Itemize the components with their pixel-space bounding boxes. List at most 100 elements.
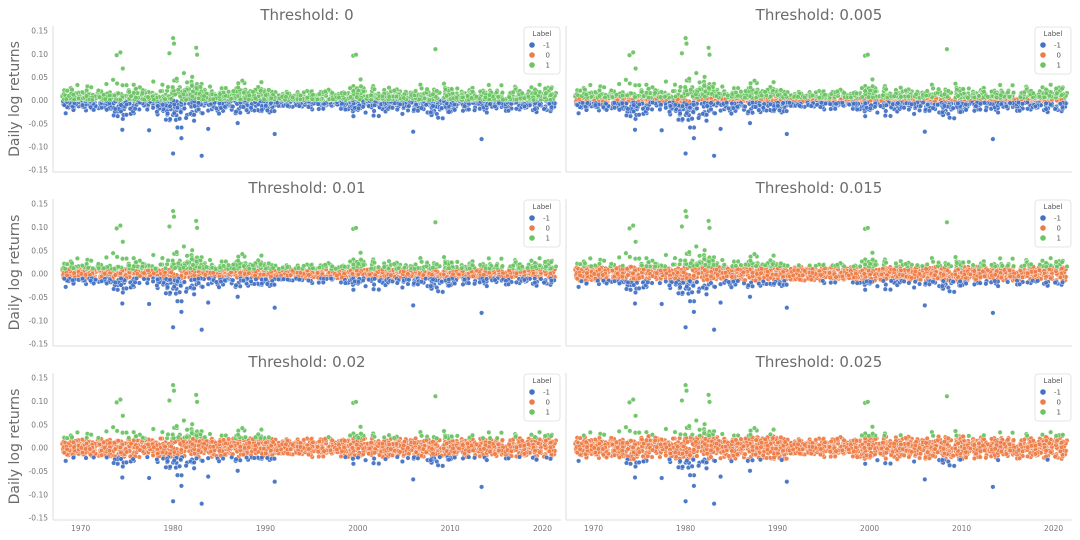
data-point label--1 <box>833 101 839 107</box>
data-point label-1 <box>97 94 103 100</box>
data-point label--1 <box>136 106 142 112</box>
data-point label--1 <box>939 109 945 115</box>
data-point label--1 <box>306 104 312 110</box>
data-point label-1 <box>620 92 626 98</box>
data-point label--1 <box>611 100 617 106</box>
data-point label-1 <box>577 88 583 94</box>
data-point label--1 <box>971 108 977 114</box>
data-point label-1 <box>63 96 69 102</box>
data-point label-1 <box>180 91 186 97</box>
data-point label-1 <box>646 95 652 101</box>
panel-title: Threshold: 0.01 <box>247 179 365 197</box>
data-point label-1 <box>434 88 440 94</box>
data-point label--1 <box>659 127 665 133</box>
data-point label-1 <box>759 92 765 98</box>
data-point label--1 <box>446 109 452 115</box>
data-point label--1 <box>146 127 152 133</box>
data-point label-1 <box>386 94 392 100</box>
data-point label--1 <box>963 101 969 107</box>
data-point label-1 <box>482 95 488 101</box>
data-point label-1 <box>422 95 428 101</box>
data-point label--1 <box>462 103 468 109</box>
data-point label--1 <box>181 105 187 111</box>
data-point label--1 <box>235 120 241 126</box>
data-point label--1 <box>808 103 814 109</box>
data-point label-1 <box>235 84 241 90</box>
data-point label--1 <box>216 100 222 106</box>
data-point label-1 <box>686 76 692 82</box>
data-point label-1 <box>162 96 168 102</box>
data-point label-1 <box>898 94 904 100</box>
data-point label--1 <box>947 115 953 121</box>
data-point label-1 <box>623 77 629 83</box>
data-point label-1 <box>221 89 227 95</box>
data-point label--1 <box>372 102 378 108</box>
data-point label--1 <box>513 106 519 112</box>
data-point label-1 <box>193 45 199 51</box>
data-point label--1 <box>405 107 411 113</box>
data-point label-1 <box>379 93 385 99</box>
data-point label-1 <box>250 89 256 95</box>
data-point label--1 <box>784 131 790 137</box>
data-point label--1 <box>259 107 265 113</box>
legend-marker <box>529 62 535 68</box>
data-point label-1 <box>151 97 157 103</box>
legend-label: 0 <box>546 52 550 60</box>
data-point label--1 <box>684 110 690 116</box>
data-point label--1 <box>784 108 790 114</box>
data-point label-1 <box>930 85 936 91</box>
data-point label-1 <box>394 93 400 99</box>
data-point label-1 <box>519 90 525 96</box>
data-point label-1 <box>608 87 614 93</box>
data-point label-1 <box>1043 90 1049 96</box>
data-point label-1 <box>706 45 712 51</box>
data-point label-1 <box>297 96 303 102</box>
data-point label-1 <box>157 88 163 94</box>
data-point label--1 <box>154 109 160 115</box>
data-point label-1 <box>194 85 200 91</box>
y-tick-label: -0.10 <box>29 143 49 152</box>
data-point label-1 <box>684 41 690 47</box>
data-point label-1 <box>913 91 919 97</box>
data-point label--1 <box>205 126 211 132</box>
data-point label--1 <box>191 118 197 124</box>
data-point label--1 <box>951 115 957 121</box>
legend-label: -1 <box>543 42 550 50</box>
data-point label-1 <box>747 84 753 90</box>
data-point label--1 <box>942 103 948 109</box>
data-point label--1 <box>399 111 405 117</box>
data-point label-1 <box>368 97 374 103</box>
data-point label-1 <box>95 87 101 93</box>
data-point label-1 <box>189 74 195 80</box>
data-point label--1 <box>315 101 321 107</box>
data-point label--1 <box>657 106 663 112</box>
data-point label--1 <box>680 103 686 109</box>
data-point label--1 <box>603 101 609 107</box>
data-point label-1 <box>854 90 860 96</box>
data-point label--1 <box>787 100 793 106</box>
data-point label--1 <box>112 106 118 112</box>
data-point label--1 <box>1043 100 1049 106</box>
data-point label--1 <box>663 105 669 111</box>
data-point label-1 <box>101 92 107 98</box>
data-point label-1 <box>673 93 679 99</box>
data-point label-1 <box>342 90 348 96</box>
data-point label--1 <box>650 99 656 105</box>
data-point label--1 <box>918 103 924 109</box>
data-point label-1 <box>510 89 516 95</box>
data-point label--1 <box>430 103 436 109</box>
data-point label--1 <box>957 109 963 115</box>
data-point label-1 <box>443 86 449 92</box>
y-tick-label: -0.05 <box>29 119 49 128</box>
legend-marker <box>529 52 535 58</box>
data-point label-1 <box>190 88 196 94</box>
data-point label--1 <box>413 102 419 108</box>
data-point label--1 <box>350 113 356 119</box>
data-point label-1 <box>1010 82 1016 88</box>
data-point label-1 <box>107 97 113 103</box>
data-point label-1 <box>548 92 554 98</box>
data-point label-1 <box>514 97 520 103</box>
data-point label-1 <box>329 90 335 96</box>
